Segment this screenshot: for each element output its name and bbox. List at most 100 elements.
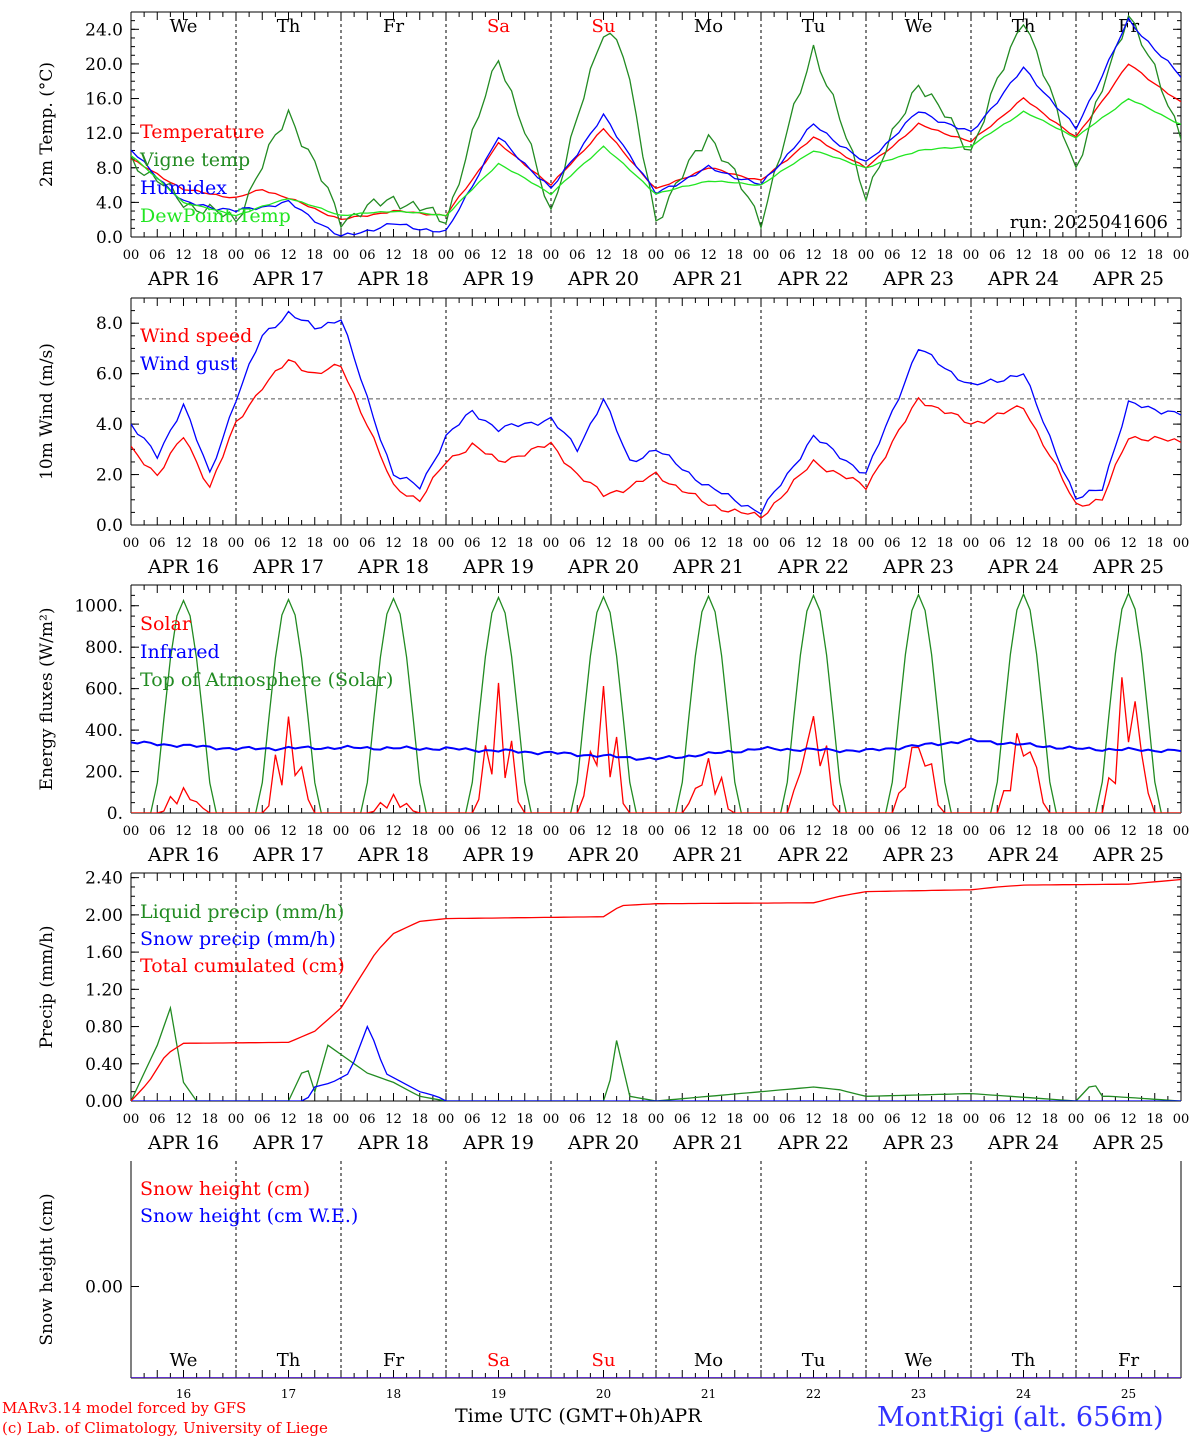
panel-3-date-label: APR 17 xyxy=(252,844,324,866)
run-label: run: 2025041606 xyxy=(1010,212,1168,233)
day-number: 17 xyxy=(281,1387,296,1401)
panel-1-hour-label: 12 xyxy=(175,248,192,263)
liquid-precip-mm-h-line xyxy=(131,1005,1181,1101)
panel-2-hour-label: 18 xyxy=(411,536,428,551)
panel-4-hour-label: 00 xyxy=(648,1112,665,1127)
model-credit: MARv3.14 model forced by GFS xyxy=(2,1399,247,1417)
panel-2-hour-label: 18 xyxy=(726,536,743,551)
panel-1-hour-label: 18 xyxy=(516,248,533,263)
panel-2-y-tick-label: 8.0 xyxy=(96,314,123,334)
time-axis-title: Time UTC (GMT+0h)APR xyxy=(455,1405,702,1427)
panel-3-hour-label: 00 xyxy=(1173,824,1190,839)
panel-3-date-label: APR 16 xyxy=(147,844,219,866)
panel-4-date-label: APR 17 xyxy=(252,1132,324,1154)
panel-3-hour-label: 00 xyxy=(963,824,980,839)
panel-3-hour-label: 18 xyxy=(726,824,743,839)
panel-4-hour-label: 06 xyxy=(149,1112,166,1127)
panel-4-hour-label: 12 xyxy=(595,1112,612,1127)
panel-2-hour-label: 12 xyxy=(700,536,717,551)
panel-4-hour-label: 00 xyxy=(123,1112,140,1127)
panel-1-hour-label: 00 xyxy=(1068,248,1085,263)
day-name: Th xyxy=(1012,1350,1036,1371)
panel-1-date-label: APR 17 xyxy=(252,268,324,290)
panel-4-hour-label: 00 xyxy=(228,1112,245,1127)
day-number: 19 xyxy=(491,1387,506,1401)
day-name: Tu xyxy=(802,1350,826,1371)
panel-4-hour-label: 18 xyxy=(306,1112,323,1127)
panel-4-hour-label: 18 xyxy=(411,1112,428,1127)
panel-2-hour-label: 18 xyxy=(201,536,218,551)
panel-2-hour-label: 12 xyxy=(910,536,927,551)
panel-4-hour-label: 18 xyxy=(936,1112,953,1127)
panel-1-date-label: APR 24 xyxy=(987,268,1059,290)
panel-2-hour-label: 00 xyxy=(753,536,770,551)
day-name: Fr xyxy=(383,16,404,37)
panel-3-hour-label: 00 xyxy=(753,824,770,839)
panel-2-date-label: APR 16 xyxy=(147,556,219,578)
legend-temperature: Temperature xyxy=(140,121,264,143)
panel-2-hour-label: 00 xyxy=(228,536,245,551)
day-name: Mo xyxy=(694,1350,723,1371)
panel-4-hour-label: 18 xyxy=(726,1112,743,1127)
legend-snow-height-cm: Snow height (cm) xyxy=(140,1178,310,1200)
panel-2-hour-label: 06 xyxy=(779,536,796,551)
panel-2-hour-label: 06 xyxy=(464,536,481,551)
legend-snow-precip-mm-h: Snow precip (mm/h) xyxy=(140,928,336,950)
day-name: Sa xyxy=(487,16,510,37)
day-number: 20 xyxy=(596,1387,611,1401)
panel-3-y-tick-label: 600. xyxy=(85,680,123,700)
panel-3-y-label: Energy fluxes (W/m²) xyxy=(37,608,57,791)
panel-2-hour-label: 18 xyxy=(936,536,953,551)
panel-1-hour-label: 18 xyxy=(411,248,428,263)
panel-3-hour-label: 06 xyxy=(989,824,1006,839)
panel-4-hour-label: 12 xyxy=(1015,1112,1032,1127)
panel-2-hour-label: 00 xyxy=(438,536,455,551)
panel-1-y-tick-label: 12.0 xyxy=(85,124,123,144)
day-name: Fr xyxy=(383,1350,404,1371)
panel-2-hour-label: 18 xyxy=(306,536,323,551)
panel-3-hour-label: 12 xyxy=(385,824,402,839)
panel-4-hour-label: 00 xyxy=(438,1112,455,1127)
panel-4-hour-label: 00 xyxy=(753,1112,770,1127)
panel-3-hour-label: 00 xyxy=(123,824,140,839)
panel-3-hour-label: 18 xyxy=(831,824,848,839)
panel-3-hour-label: 12 xyxy=(805,824,822,839)
panel-3-hour-label: 00 xyxy=(543,824,560,839)
panel-4-date-label: APR 24 xyxy=(987,1132,1059,1154)
panel-2-hour-label: 00 xyxy=(1173,536,1190,551)
panel-4-hour-label: 06 xyxy=(464,1112,481,1127)
panel-3-hour-label: 18 xyxy=(936,824,953,839)
panel-4-hour-label: 00 xyxy=(333,1112,350,1127)
panel-1-date-label: APR 20 xyxy=(567,268,639,290)
panel-2-hour-label: 00 xyxy=(123,536,140,551)
panel-4-hour-label: 12 xyxy=(175,1112,192,1127)
day-number: 22 xyxy=(806,1387,821,1401)
day-number: 24 xyxy=(1016,1387,1032,1401)
panel-1-date-label: APR 21 xyxy=(672,268,744,290)
panel-1-hour-label: 00 xyxy=(438,248,455,263)
panel-4-date-label: APR 25 xyxy=(1092,1132,1164,1154)
day-name: We xyxy=(905,1350,933,1371)
panel-3-y-tick-label: 800. xyxy=(85,638,123,658)
panel-3-hour-label: 06 xyxy=(569,824,586,839)
panel-2-date-label: APR 23 xyxy=(882,556,954,578)
panel-2-hour-label: 12 xyxy=(175,536,192,551)
panel-4-date-label: APR 18 xyxy=(357,1132,429,1154)
panel-3-date-label: APR 21 xyxy=(672,844,744,866)
panel-1-hour-label: 06 xyxy=(1094,248,1111,263)
panel-1-y-tick-label: 24.0 xyxy=(85,20,123,40)
panel-1-hour-label: 12 xyxy=(700,248,717,263)
panel-2-hour-label: 06 xyxy=(989,536,1006,551)
panel-2-hour-label: 06 xyxy=(254,536,271,551)
panel-2-hour-label: 12 xyxy=(280,536,297,551)
panel-3-hour-label: 12 xyxy=(910,824,927,839)
panel-2-hour-label: 06 xyxy=(1094,536,1111,551)
panel-4-hour-label: 06 xyxy=(569,1112,586,1127)
day-number: 23 xyxy=(911,1387,926,1401)
legend-total-cumulated-cm: Total cumulated (cm) xyxy=(140,955,345,977)
panel-4-hour-label: 06 xyxy=(254,1112,271,1127)
day-number: 21 xyxy=(701,1387,716,1401)
panel-1-date-label: APR 23 xyxy=(882,268,954,290)
panel-2-hour-label: 12 xyxy=(595,536,612,551)
panel-4-hour-label: 18 xyxy=(1041,1112,1058,1127)
